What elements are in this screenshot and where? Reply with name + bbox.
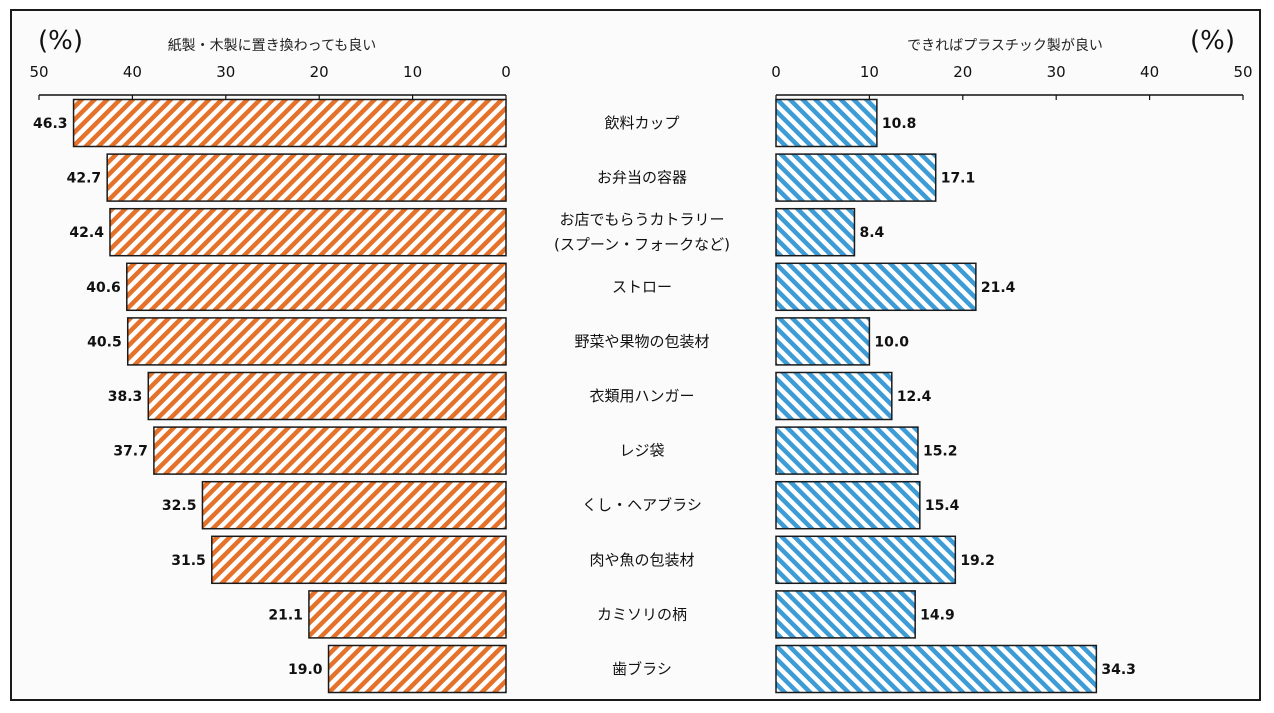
right-tick-label: 30 — [1047, 63, 1066, 81]
category-label: (スプーン・フォークなど) — [554, 236, 730, 254]
left-bar — [153, 426, 507, 475]
left-bar — [126, 262, 507, 312]
left-value-label: 46.3 — [33, 116, 68, 132]
category-label: お店でもらうカトラリー — [559, 211, 724, 229]
left-bar — [109, 207, 507, 257]
right-tick-label: 20 — [953, 63, 972, 81]
left-tick-label: 10 — [403, 63, 422, 81]
left-tick-label: 30 — [216, 63, 235, 81]
left-panel-header: 紙製・木製に置き換わっても良い — [168, 38, 377, 54]
axes-layer: 50 40 30 20 10 0 0 10 20 30 40 50 — [29, 63, 1253, 100]
labels-layer: 46.3 10.8 飲料カップ 42.7 17.1 お弁当の容器 42.4 8.4 お店でもらう… — [33, 114, 1136, 678]
category-label: 歯ブラシ — [612, 660, 672, 678]
right-tick-label: 10 — [860, 63, 879, 81]
right-value-label: 21.4 — [981, 280, 1016, 296]
right-bar — [775, 371, 893, 421]
right-panel-header: できればプラスチック製が良い — [907, 38, 1103, 54]
left-bar — [72, 98, 507, 148]
category-label: 飲料カップ — [604, 114, 679, 132]
right-tick-label: 40 — [1140, 63, 1159, 81]
category-label: 野菜や果物の包装材 — [574, 332, 709, 350]
left-value-label: 42.7 — [67, 171, 102, 187]
right-value-label: 15.2 — [923, 444, 958, 460]
category-label: 肉や魚の包装材 — [589, 551, 694, 569]
left-value-label: 21.1 — [268, 607, 303, 623]
left-bar — [106, 153, 507, 202]
left-value-label: 19.0 — [288, 662, 323, 678]
right-value-label: 14.9 — [920, 607, 955, 623]
right-value-label: 19.2 — [960, 553, 995, 569]
right-value-label: 12.4 — [897, 389, 932, 405]
left-unit-label: (%) — [38, 26, 83, 56]
right-value-label: 10.0 — [874, 334, 909, 350]
right-value-label: 17.1 — [941, 171, 976, 187]
category-label: お弁当の容器 — [597, 169, 687, 187]
left-tick-label: 50 — [29, 63, 48, 81]
right-value-label: 10.8 — [882, 116, 917, 132]
left-value-label: 31.5 — [171, 553, 206, 569]
right-value-label: 15.4 — [925, 498, 960, 514]
left-bar — [308, 590, 507, 639]
right-bar — [775, 153, 937, 202]
left-bar — [201, 480, 507, 530]
left-bar — [126, 317, 507, 366]
right-unit-label: (%) — [1190, 26, 1235, 56]
left-value-label: 40.6 — [86, 280, 121, 296]
right-bar — [775, 426, 919, 475]
category-label: 衣類用ハンガー — [589, 387, 694, 405]
left-value-label: 42.4 — [69, 225, 104, 241]
right-bar — [775, 590, 916, 639]
right-bar — [775, 535, 957, 585]
right-bar — [775, 98, 878, 148]
right-bar — [775, 207, 856, 257]
left-tick-label: 40 — [123, 63, 142, 81]
category-label: レジ袋 — [619, 442, 664, 460]
category-label: カミソリの柄 — [597, 605, 687, 623]
bars-layer — [72, 98, 1098, 694]
left-value-label: 40.5 — [87, 334, 122, 350]
category-label: くし・ヘアブラシ — [582, 496, 702, 514]
left-value-label: 32.5 — [162, 498, 197, 514]
left-value-label: 38.3 — [108, 389, 143, 405]
right-bar — [775, 317, 871, 366]
right-tick-label: 0 — [771, 63, 781, 81]
right-value-label: 8.4 — [859, 225, 884, 241]
left-tick-label: 0 — [501, 63, 511, 81]
left-bar — [327, 644, 507, 694]
left-value-label: 37.7 — [113, 444, 148, 460]
left-tick-label: 20 — [310, 63, 329, 81]
right-bar — [775, 644, 1098, 694]
left-bar — [147, 371, 507, 421]
category-label: ストロー — [612, 278, 672, 296]
right-value-label: 34.3 — [1101, 662, 1136, 678]
left-bar — [211, 535, 507, 585]
right-tick-label: 50 — [1233, 63, 1252, 81]
right-bar — [775, 480, 921, 530]
right-bar — [775, 262, 977, 312]
